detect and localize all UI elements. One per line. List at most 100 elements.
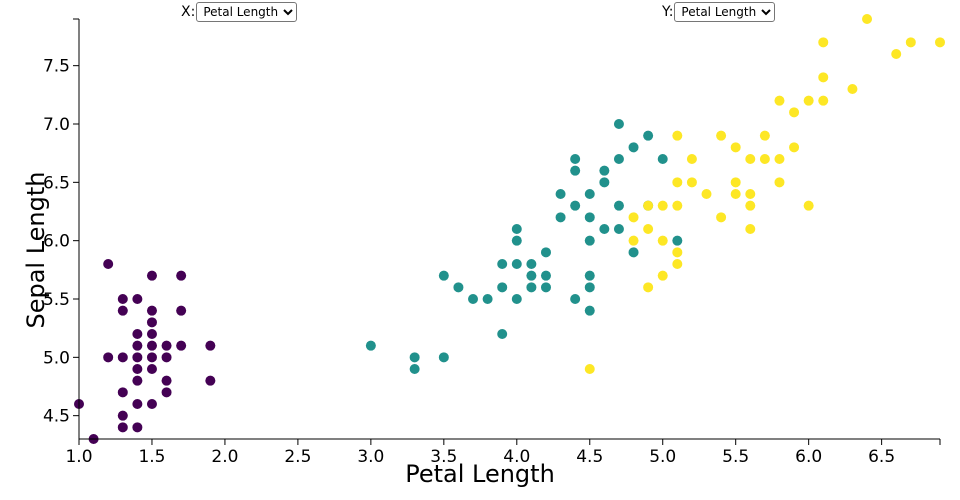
data-point-series-2 [482, 294, 493, 304]
y-axis-select[interactable]: Petal Length [674, 2, 776, 22]
data-point-series-2 [511, 224, 522, 234]
data-point-series-2 [526, 282, 537, 293]
data-point-series-3 [935, 37, 945, 48]
x-axis-title: Petal Length [405, 460, 555, 488]
data-point-series-2 [497, 329, 508, 339]
y-tick-label: 6.0 [43, 232, 70, 252]
data-point-series-2 [628, 247, 639, 258]
data-point-series-1 [205, 340, 216, 351]
data-point-series-3 [716, 130, 727, 141]
data-point-series-2 [511, 259, 522, 269]
data-point-series-2 [540, 247, 551, 258]
data-point-series-3 [672, 259, 683, 269]
data-point-series-2 [613, 224, 624, 234]
data-point-series-2 [643, 130, 654, 141]
data-point-series-2 [613, 119, 624, 129]
y-tick-label: 5.5 [43, 290, 70, 310]
data-point-series-1 [117, 422, 128, 433]
data-point-series-1 [146, 352, 157, 363]
data-point-series-3 [759, 154, 770, 164]
data-point-series-1 [117, 305, 128, 316]
data-point-series-3 [672, 177, 683, 188]
data-point-series-2 [497, 259, 508, 269]
data-point-series-2 [584, 305, 595, 316]
data-point-series-3 [862, 14, 873, 24]
x-tick-label: 6.0 [795, 447, 822, 467]
data-point-series-3 [789, 107, 800, 118]
data-point-series-3 [905, 37, 916, 48]
data-point-series-1 [132, 375, 143, 386]
data-point-series-2 [584, 282, 595, 293]
data-point-series-2 [599, 177, 610, 188]
data-point-series-2 [555, 189, 566, 199]
data-point-series-2 [409, 352, 420, 363]
data-point-series-2 [526, 259, 537, 269]
data-point-series-3 [628, 212, 639, 223]
data-point-series-3 [643, 282, 654, 293]
data-point-series-1 [176, 270, 187, 281]
data-point-series-1 [132, 422, 143, 433]
x-tick-label: 5.0 [649, 447, 676, 467]
y-tick-label: 5.0 [43, 348, 70, 368]
points-layer [74, 14, 945, 444]
data-point-series-2 [613, 200, 624, 211]
data-point-series-2 [584, 235, 595, 246]
x-tick-label: 1.5 [138, 447, 165, 467]
data-point-series-3 [686, 177, 697, 188]
x-tick-label: 3.0 [357, 447, 384, 467]
data-point-series-3 [657, 235, 668, 246]
data-point-series-1 [176, 305, 187, 316]
data-point-series-3 [730, 177, 741, 188]
data-point-series-3 [643, 224, 654, 234]
data-point-series-3 [745, 189, 756, 199]
y-axis-control: Y: Petal Length [662, 2, 776, 22]
data-point-series-2 [584, 270, 595, 281]
data-point-series-1 [146, 317, 157, 328]
x-tick-label: 4.0 [503, 447, 530, 467]
data-point-series-3 [628, 235, 639, 246]
data-point-series-3 [818, 95, 829, 106]
data-point-series-3 [686, 154, 697, 164]
data-point-series-1 [117, 410, 128, 421]
data-point-series-1 [132, 364, 143, 374]
data-point-series-2 [672, 235, 683, 246]
data-point-series-1 [132, 294, 143, 304]
y-axis-select-label: Y: [662, 4, 674, 20]
data-point-series-1 [132, 329, 143, 339]
data-point-series-2 [584, 212, 595, 223]
data-point-series-1 [103, 259, 114, 269]
data-point-series-2 [526, 270, 537, 281]
data-point-series-3 [701, 189, 712, 199]
y-axis-title: Sepal Length [22, 171, 50, 329]
data-point-series-2 [570, 294, 581, 304]
x-axis-select[interactable]: Petal Length [196, 2, 298, 22]
data-point-series-1 [161, 387, 172, 398]
x-tick-label: 6.5 [868, 447, 895, 467]
data-point-series-2 [453, 282, 464, 293]
y-tick-label: 4.5 [43, 407, 70, 427]
y-tick-label: 6.5 [43, 173, 70, 193]
data-point-series-1 [176, 340, 187, 351]
data-point-series-2 [497, 282, 508, 293]
data-point-series-2 [540, 270, 551, 281]
data-point-series-2 [613, 154, 624, 164]
data-point-series-2 [599, 165, 610, 176]
x-axis-control: X: Petal Length [181, 2, 298, 22]
x-tick-label: 4.5 [576, 447, 603, 467]
data-point-series-3 [891, 49, 902, 59]
y-tick-label: 7.0 [43, 115, 70, 135]
data-point-series-3 [672, 200, 683, 211]
x-tick-label: 5.5 [722, 447, 749, 467]
data-point-series-3 [774, 95, 785, 106]
data-point-series-3 [847, 84, 858, 94]
data-point-series-1 [146, 399, 157, 409]
data-point-series-3 [730, 189, 741, 199]
data-point-series-2 [468, 294, 479, 304]
data-point-series-1 [146, 340, 157, 351]
data-point-series-1 [205, 375, 216, 386]
data-point-series-2 [570, 200, 581, 211]
data-point-series-3 [803, 200, 814, 211]
data-point-series-2 [599, 224, 610, 234]
data-point-series-3 [643, 200, 654, 211]
